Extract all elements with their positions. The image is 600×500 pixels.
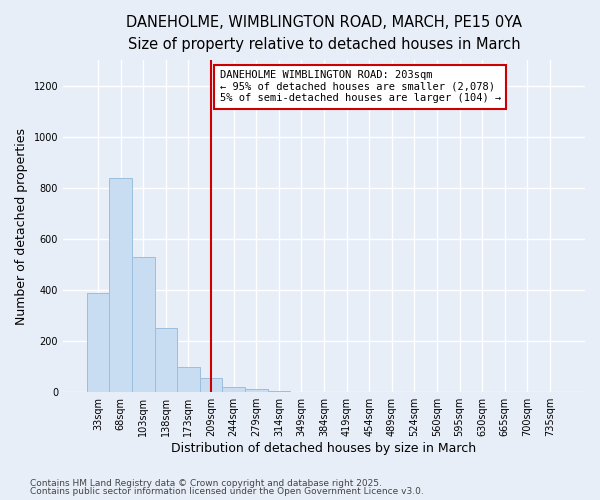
Bar xyxy=(200,378,223,392)
Bar xyxy=(223,387,245,392)
Bar xyxy=(268,391,290,392)
Bar xyxy=(109,178,132,392)
Bar xyxy=(155,328,177,392)
Title: DANEHOLME, WIMBLINGTON ROAD, MARCH, PE15 0YA
Size of property relative to detach: DANEHOLME, WIMBLINGTON ROAD, MARCH, PE15… xyxy=(126,15,522,52)
Y-axis label: Number of detached properties: Number of detached properties xyxy=(15,128,28,325)
Text: DANEHOLME WIMBLINGTON ROAD: 203sqm
← 95% of detached houses are smaller (2,078)
: DANEHOLME WIMBLINGTON ROAD: 203sqm ← 95%… xyxy=(220,70,501,104)
Text: Contains public sector information licensed under the Open Government Licence v3: Contains public sector information licen… xyxy=(30,487,424,496)
Text: Contains HM Land Registry data © Crown copyright and database right 2025.: Contains HM Land Registry data © Crown c… xyxy=(30,478,382,488)
Bar xyxy=(87,292,109,392)
X-axis label: Distribution of detached houses by size in March: Distribution of detached houses by size … xyxy=(172,442,476,455)
Bar xyxy=(132,257,155,392)
Bar xyxy=(177,366,200,392)
Bar xyxy=(245,389,268,392)
